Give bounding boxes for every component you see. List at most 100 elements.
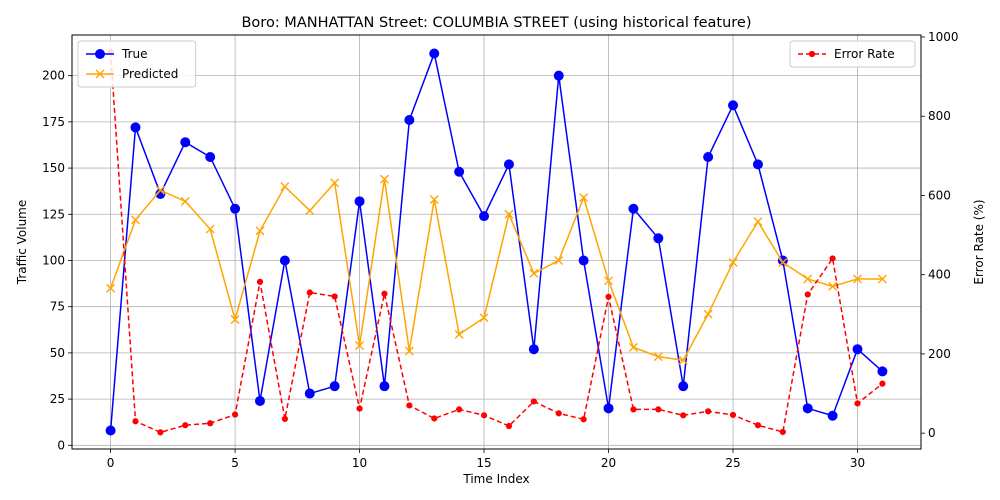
data-point [605,293,612,300]
y2-tick-label: 800 [928,109,951,123]
data-point [456,406,463,413]
x-tick-label: 0 [107,456,115,470]
data-point [454,166,465,177]
data-point [754,422,762,429]
data-point [728,100,739,111]
data-point [553,70,564,81]
series-true [105,48,888,436]
data-point [429,194,439,204]
y-tick-label: 150 [42,161,65,175]
data-point [729,411,737,419]
data-point [578,255,589,266]
data-point [829,255,836,262]
data-point [628,342,638,352]
data-point [802,403,813,414]
data-point [304,388,315,399]
data-point [703,309,713,319]
legend-marker [808,50,816,58]
y-tick-label: 175 [42,115,65,129]
data-point [256,278,264,285]
data-point [827,410,838,421]
x-tick-label: 5 [231,456,239,470]
data-point [753,217,763,227]
y-tick-label: 200 [42,69,65,83]
data-point [281,415,288,422]
data-point [329,381,340,392]
legend-label: Predicted [122,67,178,81]
data-point [279,255,290,266]
data-point [653,233,664,244]
data-point [105,425,116,436]
data-point [852,344,863,355]
y-tick-label: 75 [50,300,65,314]
chart-title: Boro: MANHATTAN Street: COLUMBIA STREET … [241,15,751,31]
data-point [579,193,589,203]
y-axis-left: 0 25 50 75 100 125 150 175 200 [42,69,72,452]
y2-axis-label: Error Rate (%) [972,199,986,284]
data-point [580,416,587,423]
series-line [109,50,883,431]
y2-tick-label: 1000 [928,30,959,44]
data-point [207,420,214,427]
data-point [480,412,488,419]
data-point [653,352,663,362]
data-point [254,395,265,406]
data-point [280,182,290,192]
data-point [705,408,712,415]
data-point [305,206,315,216]
data-point [803,274,813,284]
legend-left: True Predicted [77,40,197,88]
data-point [454,329,464,339]
data-point [853,274,863,284]
data-point [379,174,389,184]
x-tick-label: 30 [850,456,865,470]
series-predicted [106,174,887,365]
data-point [678,355,688,365]
series-error-rate [107,48,886,436]
data-point [752,159,763,170]
data-point [379,381,390,392]
data-point [703,151,714,162]
data-point [404,115,415,126]
data-point [505,422,513,430]
y2-tick-label: 200 [928,347,951,361]
data-point [180,137,191,148]
data-point [230,315,240,325]
data-point [554,255,564,265]
series-line [109,179,883,362]
data-point [603,403,614,414]
data-point [628,203,639,214]
data-point [828,281,838,291]
data-point [205,224,215,234]
x-axis-label: Time Index [462,472,529,486]
data-point [157,429,164,436]
series-line [109,51,883,434]
data-point [205,151,216,162]
legend-marker [95,49,105,59]
legend-box [77,40,197,88]
data-point [356,405,363,412]
y-tick-label: 125 [42,207,65,221]
data-point [655,406,662,413]
data-point [155,185,165,195]
data-point [132,418,139,425]
y2-tick-label: 400 [928,268,951,282]
grid [72,35,921,449]
data-point [555,410,562,417]
data-point [306,289,313,296]
data-point [431,415,438,422]
data-point [406,402,413,409]
data-point [180,196,190,206]
data-point [604,276,614,286]
data-point [528,344,539,355]
data-point [230,203,241,214]
x-axis: 0 5 10 15 20 25 30 [107,449,865,470]
legend-label: Error Rate [834,47,895,61]
data-point [779,428,786,436]
data-point [530,398,537,405]
x-tick-label: 15 [476,456,491,470]
x-tick-label: 20 [601,456,616,470]
data-point [504,209,514,219]
data-point [106,283,116,293]
y-axis-label: Traffic Volume [15,200,29,286]
